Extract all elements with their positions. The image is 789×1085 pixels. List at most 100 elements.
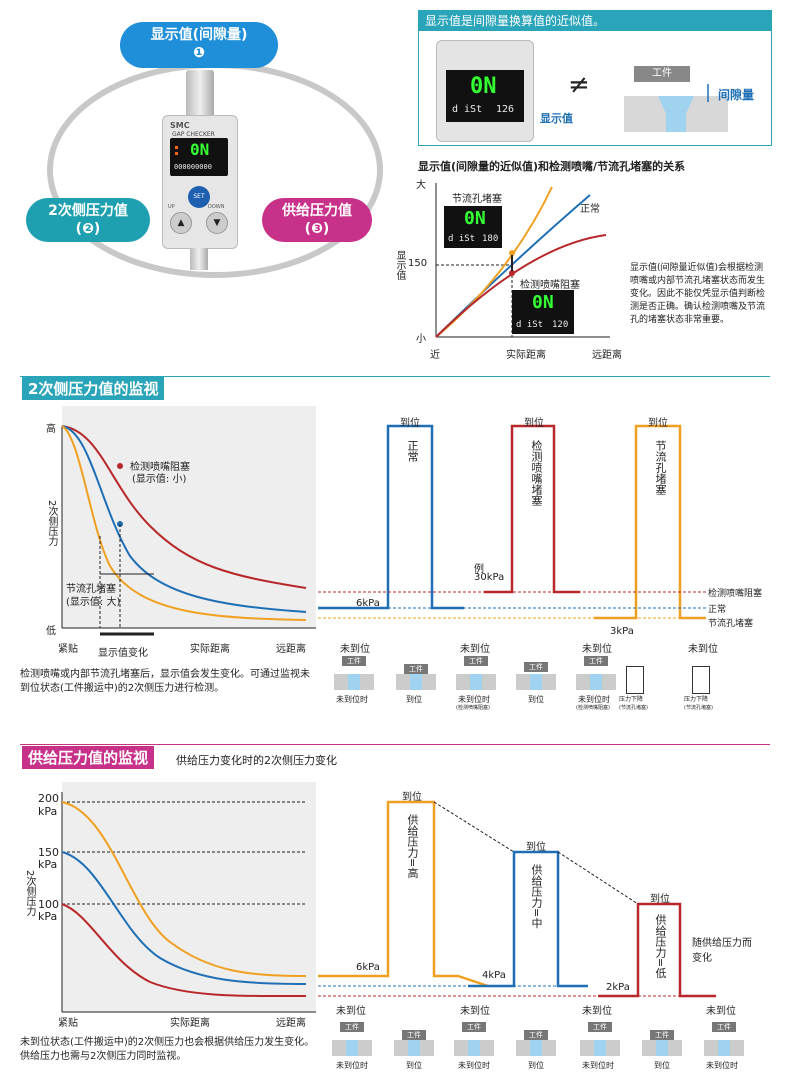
down-label: DOWN: [208, 204, 225, 210]
sec2-divider: [20, 376, 770, 377]
sec3-y200-unit: kPa: [38, 805, 58, 818]
s3-cap-7: 未到位时: [706, 1061, 738, 1070]
sec2-y-high: 高: [46, 424, 56, 435]
sec3-v4: 4kPa: [482, 970, 506, 981]
s3-cap-1: 未到位时: [336, 1061, 368, 1070]
sec3-not-arrive-1: 未到位: [336, 1006, 366, 1017]
down-button[interactable]: ▼: [206, 212, 228, 234]
s3-cap-4: 到位: [528, 1061, 544, 1070]
s3-work-4: 工件: [524, 1030, 548, 1040]
bubble-display-value: 显示值(间隙量) ❶: [120, 22, 278, 68]
sec3-pulse-chart: [318, 800, 716, 998]
sec3-x-right: 远距离: [276, 1018, 306, 1029]
sec2-v3: 3kPa: [610, 626, 634, 637]
device-brand: SMC: [170, 121, 190, 130]
relation-chart: [435, 183, 610, 338]
s2-cap-7: 压力下降: [684, 696, 709, 703]
bubble-secondary-pressure: 2次侧压力值 (❷): [26, 198, 150, 242]
bubble-supply-pressure: 供给压力值 (❸): [262, 198, 372, 242]
sec3-y150: 150: [38, 846, 59, 859]
sec2-y-label: 2次侧压力: [46, 500, 57, 547]
relation-title: 显示值(间隙量的近似值)和检测喷嘴/节流孔堵塞的关系: [418, 160, 686, 173]
sec3-high: 供给压力=高: [406, 814, 419, 879]
s2-cap-6-sub: (节流孔堵塞): [619, 705, 648, 711]
rel-nozzle-label: 检测喷嘴阻塞: [520, 280, 580, 291]
sec2-note: 检测喷嘴或内部节流孔堵塞后，显示值会发生变化。可通过监视未到位状态(工件搬运中)…: [20, 669, 310, 694]
sec3-not-arrive-4: 未到位: [706, 1006, 736, 1017]
rel-y-mark: 150: [408, 258, 428, 269]
sec2-nozzle-label: 检测喷嘴阻塞: [130, 462, 190, 473]
sec2-arrive-2: 到位: [524, 418, 544, 429]
s2-work-2: 工件: [404, 664, 428, 674]
bubble-secondary-label: 2次侧压力值: [48, 203, 128, 219]
rel-display-1: 0N d iSt 180: [444, 206, 502, 248]
sec3-not-arrive-3: 未到位: [582, 1006, 612, 1017]
s2-cap-1: 未到位时: [336, 695, 368, 704]
sec3-y100-unit: kPa: [38, 910, 58, 923]
set-button[interactable]: SET: [188, 186, 210, 208]
s3-cap-2: 到位: [406, 1061, 422, 1070]
sec3-arrive-3: 到位: [650, 894, 670, 905]
rel-disp1-val: 180: [482, 234, 499, 244]
rel-disp2-val: 120: [552, 320, 569, 330]
sec3-v6: 6kPa: [356, 962, 380, 973]
sec3-arrive-2: 到位: [526, 842, 546, 853]
s2-work-4: 工件: [524, 662, 548, 672]
sec2-pulse-nozzle: 检测喷嘴堵塞: [530, 440, 543, 506]
rel-x-right: 远距离: [592, 350, 622, 361]
device-bottom-fitting: [190, 248, 208, 270]
sec2-nozzle-sub: (显示值: 小): [132, 474, 187, 485]
sec2-orifice-sub: (显示值: 大): [66, 597, 121, 608]
sec2-pulse-chart: [318, 424, 706, 620]
sec2-v6: 6kPa: [356, 598, 380, 609]
s3-cap-5: 未到位时: [582, 1061, 614, 1070]
device-screen-main: 0N: [190, 140, 210, 159]
sec3-not-arrive-2: 未到位: [460, 1006, 490, 1017]
rel-x-mid: 实际距离: [506, 350, 546, 361]
sec3-mid: 供给压力=中: [530, 864, 543, 929]
sec2-not-arrive-2: 未到位: [460, 644, 490, 655]
nozzle-diagram: [624, 84, 728, 132]
s2-cap-5-sub: (检测喷嘴阻塞): [576, 705, 610, 711]
approx-box: [418, 10, 772, 146]
sec3-low: 供给压力=低: [654, 914, 667, 979]
sec2-pulse-orifice: 节流孔堵塞: [654, 440, 667, 495]
s3-cap-3: 未到位时: [458, 1061, 490, 1070]
rel-disp2-main: 0N: [532, 292, 554, 313]
sec3-follow: 随供给压力而变化: [692, 938, 752, 964]
sec3-subtitle: 供给压力变化时的2次侧压力变化: [176, 754, 337, 767]
nozzle-line: [435, 234, 607, 338]
gap-label: 间隙量: [718, 88, 755, 102]
s2-cap-3-sub: (检测喷嘴阻塞): [456, 705, 490, 711]
sec3-y200: 200: [38, 792, 59, 805]
sec3-x-mid: 实际距离: [170, 1018, 210, 1029]
s3-work-7: 工件: [712, 1022, 736, 1032]
sec2-example: 例: [474, 564, 484, 575]
device-fitting: [186, 70, 214, 118]
display-value-label: 显示值: [540, 112, 573, 125]
sec3-y150-unit: kPa: [38, 858, 58, 871]
rel-disp1-main: 0N: [464, 208, 486, 229]
approx-box-title: 显示值是间隙量换算值的近似值。: [419, 11, 771, 31]
relation-note: 显示值(间隙量近似值)会根据检测喷嘴或内部节流孔堵塞状态而发生变化。因此不能仅凭…: [630, 263, 766, 325]
box-screen-sub: d iSt: [452, 104, 483, 115]
sec2-v30: 30kPa: [474, 572, 505, 583]
s2-cap-6: 压力下降: [619, 696, 644, 703]
bubble-supply-label: 供给压力值: [282, 203, 352, 219]
s2-work-5: 工件: [584, 656, 608, 666]
sec2-pulse-normal: 正常: [406, 440, 419, 462]
sec3-curve-chart: [61, 782, 316, 1013]
s2-work-3: 工件: [464, 656, 488, 666]
device-name: GAP CHECKER: [172, 131, 215, 138]
sec3-note: 未到位状态(工件搬运中)的2次侧压力也会根据供给压力发生变化。供给压力也需与2次…: [20, 1037, 315, 1062]
sec3-nozzle-icons: 工件 未到位时 工件 到位 工件 未到位时 工件 到位 工件 未到位时 工件 到…: [332, 1022, 772, 1082]
sec2-not-arrive-1: 未到位: [340, 644, 370, 655]
sec2-x-right: 远距离: [276, 644, 306, 655]
up-label: UP: [168, 204, 175, 210]
s2-cap-5: 未到位时: [578, 695, 610, 704]
rel-y-bottom: 小: [416, 334, 426, 345]
up-button[interactable]: ▲: [170, 212, 192, 234]
s3-work-3: 工件: [462, 1022, 486, 1032]
device-screen: 0N 000000000: [170, 138, 228, 176]
s2-cap-4: 到位: [528, 695, 544, 704]
